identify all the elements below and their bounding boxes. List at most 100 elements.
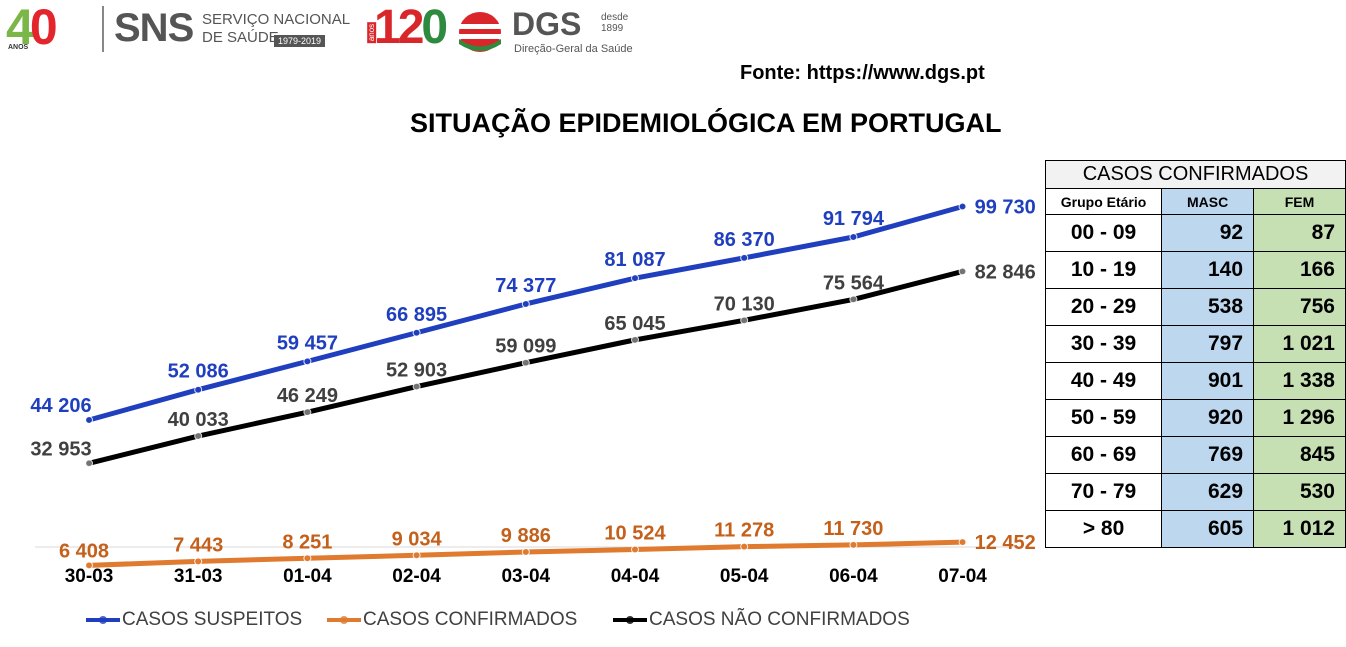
logo-120-digit-2: 2 [397,1,425,54]
column-header-group: Grupo Etário [1044,188,1163,215]
data-point-nao-confirmados [194,432,203,441]
data-label-confirmados: 11 730 [823,518,883,540]
fem-cell: 1 296 [1253,399,1346,437]
table-row: 30 - 39 797 1 021 [1044,325,1346,363]
data-label-confirmados: 9 886 [501,525,551,547]
data-point-suspeitos [740,253,749,262]
column-header-masc: MASC [1161,188,1255,215]
table-row: > 80 605 1 012 [1044,510,1346,548]
table-row: 00 - 09 92 87 [1044,214,1346,252]
sns-logo-text: SNS [114,6,194,50]
data-point-suspeitos [631,274,639,283]
fem-cell: 1 021 [1253,325,1346,363]
fem-cell: 87 [1253,214,1346,252]
data-point-suspeitos [521,299,530,308]
data-label-suspeitos: 66 895 [386,304,447,326]
data-label-suspeitos: 99 730 [975,196,1036,218]
logo-40-four: 4 [6,0,34,55]
line-chart: 30-03 31-03 01-04 02-04 03-04 04-04 05-04 06-04… [30,196,1036,587]
table-row: 50 - 59 920 1 296 [1044,399,1346,437]
fem-cell: 1 012 [1253,510,1346,548]
table-row: 40 - 49 901 1 338 [1044,362,1346,400]
data-label-suspeitos: 91 794 [823,208,885,230]
table-row: 20 - 29 538 756 [1044,288,1346,326]
column-header-fem: FEM [1253,188,1346,215]
masc-cell: 901 [1161,362,1255,400]
series-line-suspeitos [86,203,966,423]
legend-item-nao-confirmados: CASOS NÃO CONFIRMADOS [613,608,910,632]
x-tick-label: 06-04 [829,566,878,587]
data-label-suspeitos: 81 087 [604,249,665,271]
data-point-suspeitos [412,328,421,337]
data-label-confirmados: 8 251 [282,531,332,553]
data-point-nao-confirmados [740,316,749,325]
x-tick-label: 04-04 [611,566,660,587]
data-label-suspeitos: 59 457 [277,332,338,354]
masc-cell: 538 [1161,288,1255,326]
data-label-nao-confirmados: 52 903 [386,360,447,382]
masc-cell: 92 [1161,214,1255,252]
data-point-nao-confirmados [412,382,421,391]
data-point-nao-confirmados [85,459,93,468]
x-tick-label: 31-03 [174,566,223,587]
data-point-suspeitos [194,385,203,394]
table-title: CASOS CONFIRMADOS [1045,160,1346,189]
data-point-confirmados [303,554,312,563]
logo-40-zero: 0 [29,0,58,55]
data-point-confirmados [521,547,530,556]
data-label-suspeitos: 52 086 [168,361,229,383]
fem-cell: 166 [1253,251,1346,289]
dgs-logo-text: DGS [512,6,582,42]
age-group-cell: 70 - 79 [1044,473,1163,511]
masc-cell: 797 [1161,325,1255,363]
dgs-since: desde 1899 [601,12,628,34]
logo-divider [102,6,104,52]
age-group-cell: 30 - 39 [1044,325,1163,363]
sns-line-2: DE SAÚDE [202,29,279,46]
data-point-nao-confirmados [521,358,530,367]
data-label-confirmados: 11 278 [714,520,774,542]
fem-cell: 1 338 [1253,362,1346,400]
cases-by-age-table: CASOS CONFIRMADOS Grupo Etário MASC FEM … [1044,160,1346,548]
data-label-nao-confirmados: 59 099 [495,336,556,358]
data-point-suspeitos [958,202,967,211]
fem-cell: 756 [1253,288,1346,326]
data-point-confirmados [194,557,203,566]
dgs-since-year: 1899 [601,23,624,34]
data-label-confirmados: 12 452 [975,532,1036,554]
dgs-emblem-icon [458,12,502,52]
sns-years-badge: 1979-2019 [274,35,326,47]
legend-label-nao-confirmados: CASOS NÃO CONFIRMADOS [649,609,910,630]
source-note: Fonte: https://www.dgs.pt [740,62,985,84]
data-label-nao-confirmados: 75 564 [823,272,885,294]
data-point-confirmados [740,542,749,551]
masc-cell: 605 [1161,510,1255,548]
sns-line-1: SERVIÇO NACIONAL [202,11,351,28]
masc-cell: 140 [1161,251,1255,289]
data-label-confirmados: 7 443 [173,534,223,556]
data-label-confirmados: 10 524 [604,523,666,545]
data-label-suspeitos: 86 370 [714,229,775,251]
data-point-confirmados [849,540,858,549]
data-point-confirmados [412,551,421,560]
legend-swatch-nao-confirmados [613,616,647,624]
data-point-nao-confirmados [303,408,312,417]
legend-swatch-suspeitos [86,616,120,624]
masc-cell: 769 [1161,436,1255,474]
data-label-nao-confirmados: 46 249 [277,385,338,407]
dgs-since-label: desde [601,12,629,23]
legend-label-confirmados: CASOS CONFIRMADOS [363,609,578,630]
data-point-confirmados [958,538,967,547]
dgs-full-name: Direção-Geral da Saúde [514,43,633,55]
data-label-suspeitos: 44 206 [30,395,91,417]
logo-120-digit-1: 1 [374,1,401,54]
data-label-nao-confirmados: 40 033 [168,409,229,431]
table-row: 60 - 69 769 845 [1044,436,1346,474]
data-point-nao-confirmados [958,267,967,276]
legend-item-suspeitos: CASOS SUSPEITOS [86,608,302,632]
data-label-nao-confirmados: 70 130 [714,293,775,315]
x-tick-label: 07-04 [938,566,987,587]
x-tick-label: 05-04 [720,566,769,587]
fem-cell: 530 [1253,473,1346,511]
data-point-confirmados [85,561,93,570]
